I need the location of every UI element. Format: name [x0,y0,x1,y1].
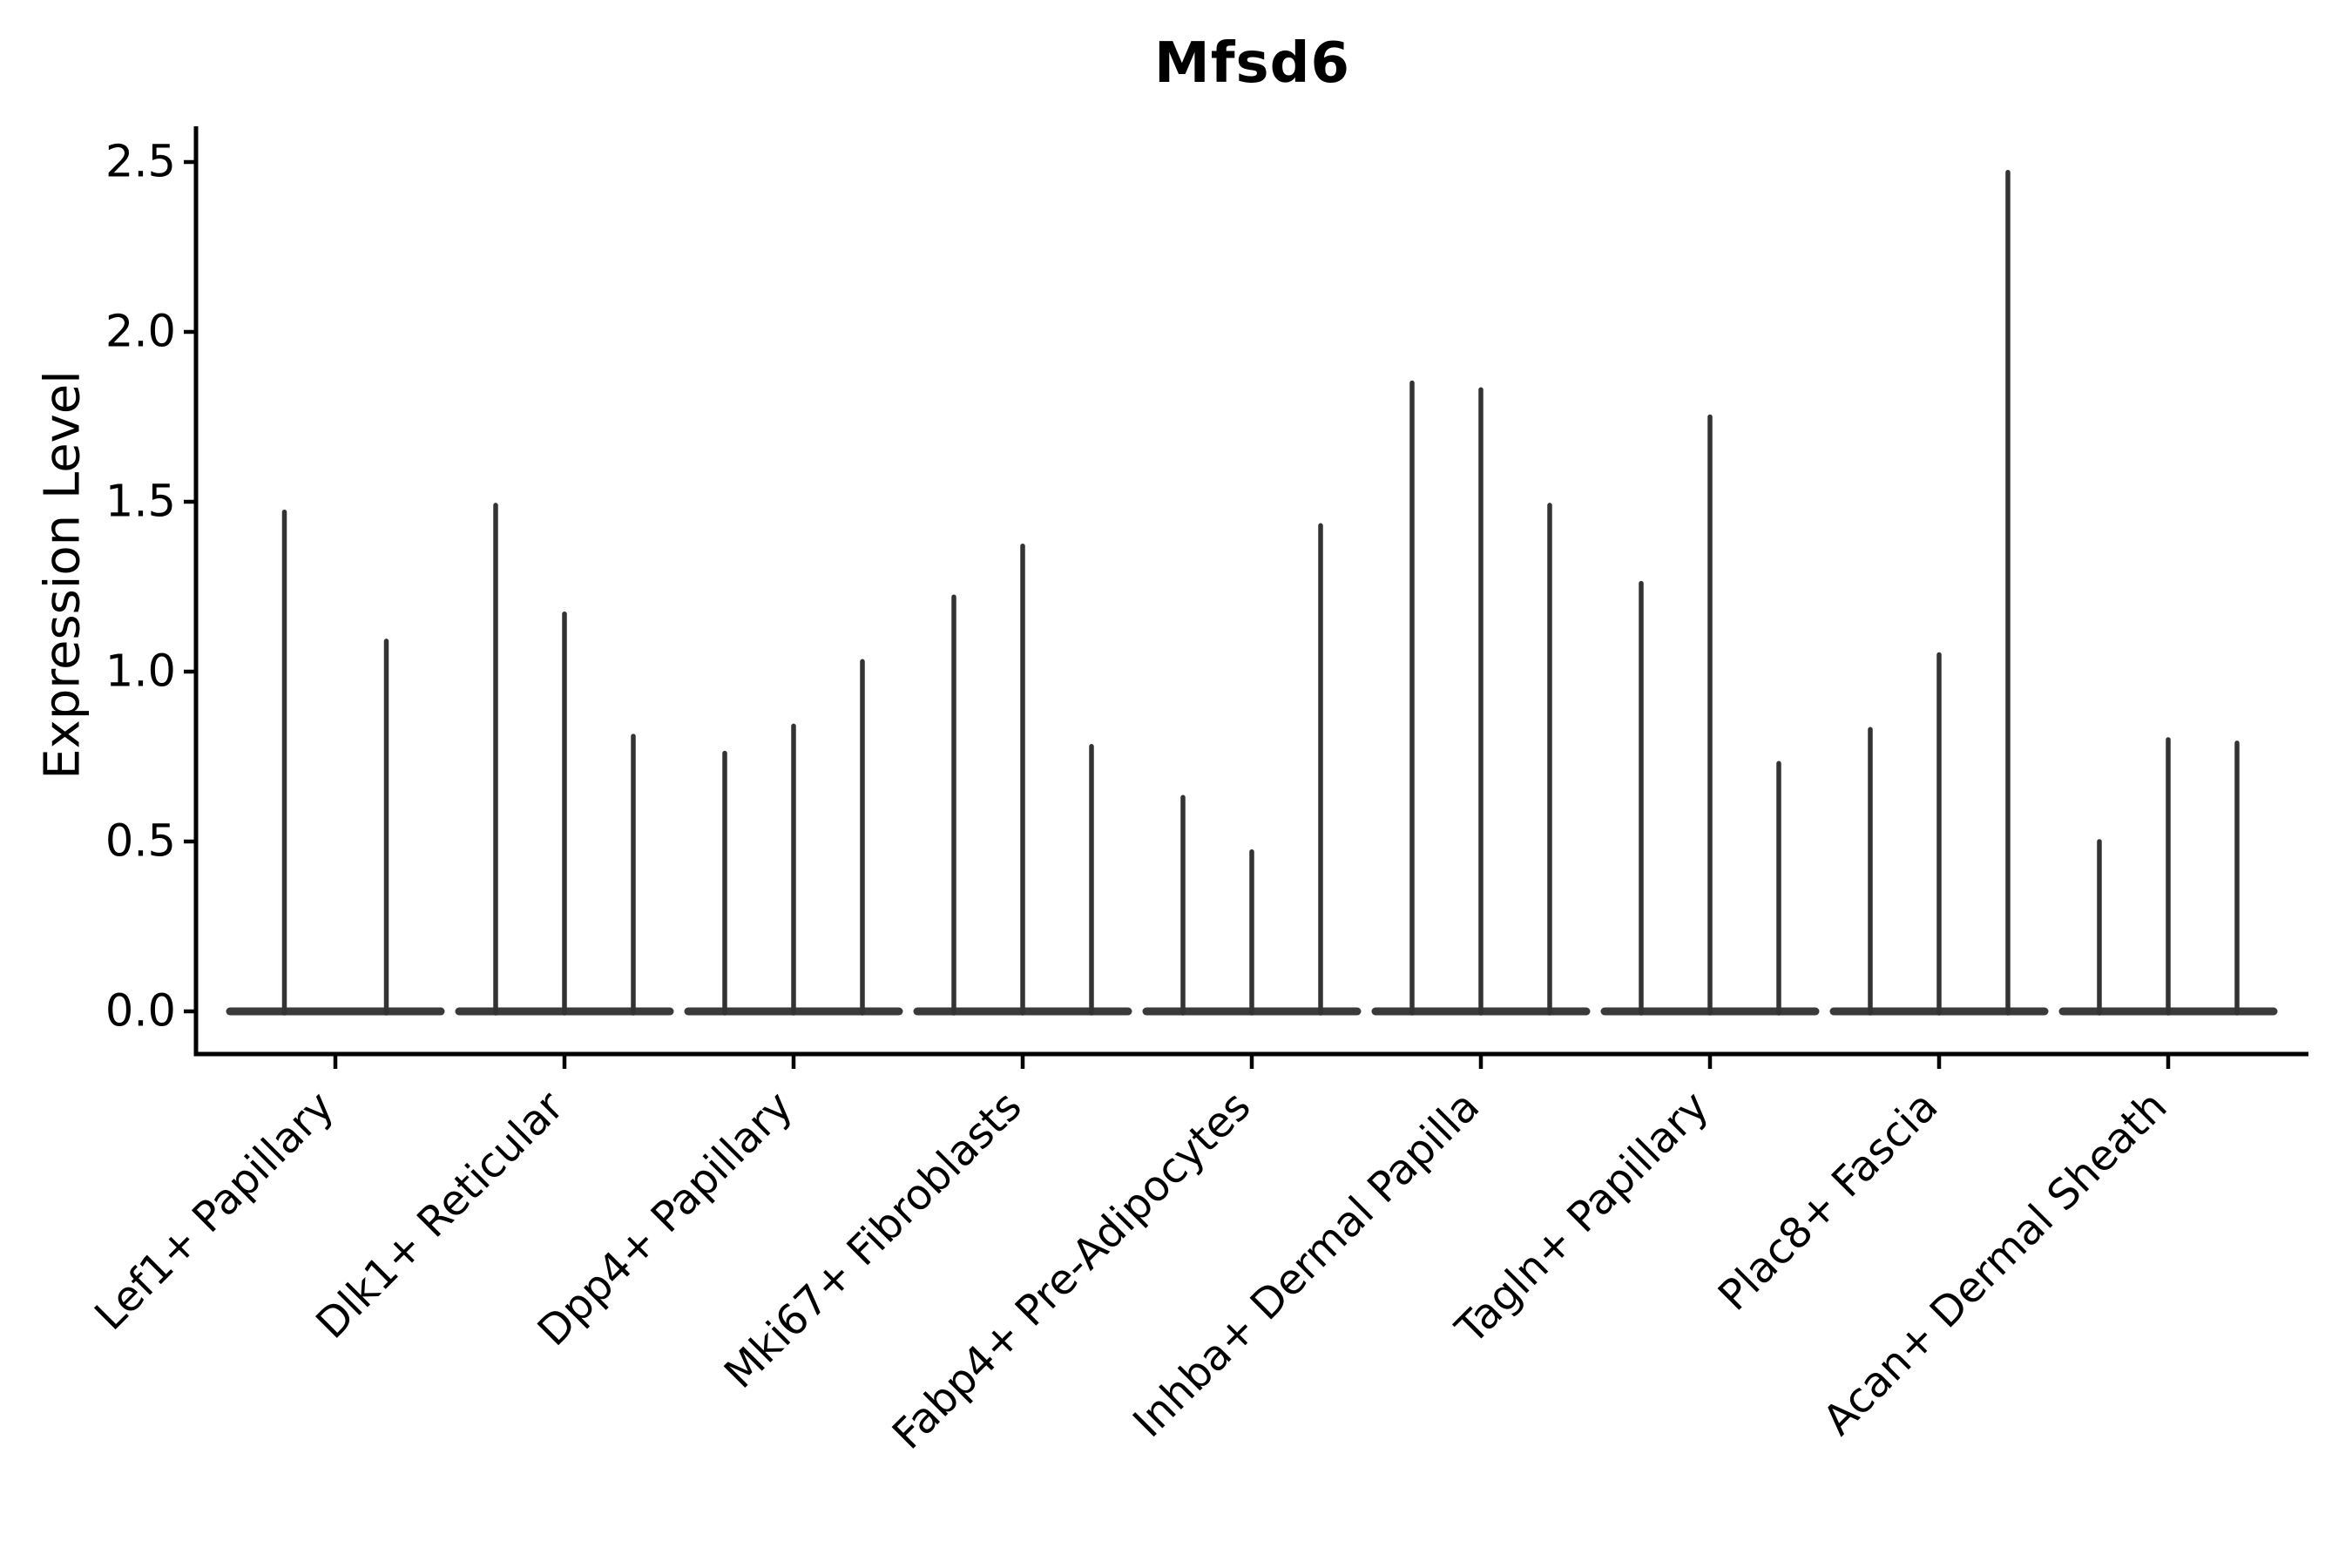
plot-title: Mfsd6 [1154,31,1350,96]
y-tick-label: 1.0 [105,645,176,698]
y-tick-label: 2.5 [105,136,176,188]
y-tick-label: 2.0 [105,306,176,358]
y-tick-label: 0.0 [105,985,176,1037]
y-tick-label: 0.5 [105,815,176,868]
y-tick-label: 1.5 [105,476,176,528]
